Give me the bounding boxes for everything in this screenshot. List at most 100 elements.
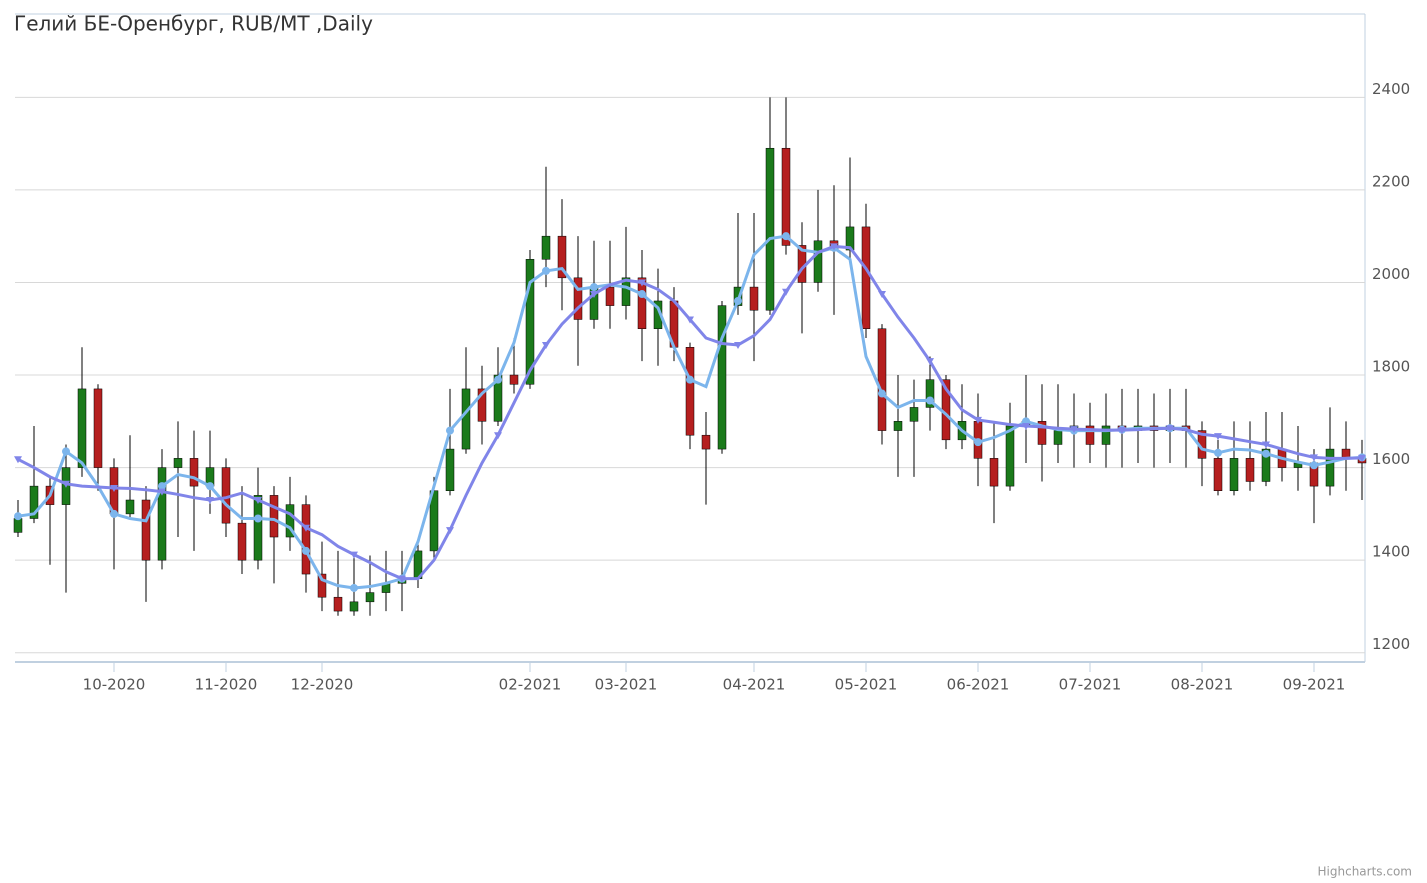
line-marker xyxy=(1262,449,1270,458)
line-marker xyxy=(1214,448,1222,457)
line-marker xyxy=(926,396,934,405)
candle-body xyxy=(1261,448,1271,482)
candle-body xyxy=(637,277,647,329)
line-marker xyxy=(830,243,838,251)
line-marker xyxy=(542,266,550,275)
line-marker xyxy=(62,447,70,456)
x-tick-label: 12-2020 xyxy=(291,676,354,694)
chart-title: Гелий БЕ-Оренбург, RUB/MT ,Daily xyxy=(14,12,373,36)
line-marker xyxy=(734,341,742,349)
x-tick-label: 05-2021 xyxy=(835,676,898,694)
candle-body xyxy=(925,379,935,408)
candle-body xyxy=(189,458,199,487)
candle-body xyxy=(493,374,503,422)
candle-body xyxy=(893,421,903,431)
candle-body xyxy=(125,499,135,515)
candle-body xyxy=(285,504,295,538)
y-tick-label: 2000 xyxy=(1372,265,1410,283)
line-marker xyxy=(1022,422,1030,430)
line-marker xyxy=(158,488,166,496)
line-marker xyxy=(878,389,886,398)
candle-body xyxy=(365,592,375,603)
candle-body xyxy=(525,259,535,385)
x-tick-label: 11-2020 xyxy=(195,676,258,694)
line-marker xyxy=(926,358,934,366)
line-marker xyxy=(254,514,262,523)
candle-body xyxy=(605,286,615,306)
line-marker xyxy=(398,575,406,583)
candle-body xyxy=(1245,458,1255,482)
candle-body xyxy=(1005,425,1015,487)
candle-body xyxy=(781,147,791,246)
candle-body xyxy=(1037,421,1047,445)
candle-body xyxy=(685,347,695,436)
line-marker xyxy=(638,290,646,299)
line-marker xyxy=(62,480,70,488)
candle-body xyxy=(861,226,871,329)
x-tick-label: 08-2021 xyxy=(1171,676,1234,694)
candle-body xyxy=(1229,458,1239,491)
line-marker xyxy=(1214,433,1222,441)
line-marker xyxy=(782,288,790,296)
line-marker xyxy=(110,484,118,492)
candle-body xyxy=(93,388,103,468)
candle-body xyxy=(157,467,167,561)
line-marker xyxy=(302,546,310,555)
line-marker xyxy=(446,527,454,535)
x-tick-label: 03-2021 xyxy=(595,676,658,694)
line-marker xyxy=(494,375,502,384)
y-tick-label: 1800 xyxy=(1372,358,1410,376)
line-marker xyxy=(446,426,454,435)
line-marker xyxy=(1262,441,1270,449)
line-marker xyxy=(1166,425,1174,433)
x-tick-label: 07-2021 xyxy=(1059,676,1122,694)
line-marker xyxy=(1358,454,1366,462)
candle-body xyxy=(1053,430,1063,445)
line-marker xyxy=(974,438,982,447)
x-tick-label: 04-2021 xyxy=(723,676,786,694)
y-tick-label: 1400 xyxy=(1372,543,1410,561)
candle-body xyxy=(909,407,919,422)
line-marker xyxy=(878,291,886,299)
line-marker xyxy=(734,296,742,305)
line-marker xyxy=(542,341,550,349)
candle-body xyxy=(301,504,311,575)
line-marker xyxy=(782,232,790,241)
candle-body xyxy=(237,522,247,561)
credit[interactable]: Highcharts.com xyxy=(1318,865,1412,879)
x-tick-label: 10-2020 xyxy=(83,676,146,694)
candle-body xyxy=(509,374,519,385)
candle-body xyxy=(701,434,711,450)
line-marker xyxy=(974,416,982,424)
candle-body xyxy=(749,286,759,311)
y-tick-label: 2200 xyxy=(1372,172,1410,190)
y-tick-label: 1600 xyxy=(1372,450,1410,468)
candle-body xyxy=(29,485,39,519)
candle-body xyxy=(333,596,343,612)
candle-body xyxy=(813,240,823,283)
candle-body xyxy=(877,328,887,431)
candle-body xyxy=(621,277,631,306)
candle-body xyxy=(1213,458,1223,491)
candle-body xyxy=(1325,448,1335,487)
line-marker xyxy=(686,316,694,324)
candle-body xyxy=(445,448,455,491)
line-marker xyxy=(350,551,358,559)
y-tick-label: 1200 xyxy=(1372,635,1410,653)
line-marker xyxy=(590,291,598,299)
candle-body xyxy=(733,286,743,306)
line-marker xyxy=(158,482,166,491)
line-marker xyxy=(1310,461,1318,470)
line-marker xyxy=(590,283,598,292)
candle-body xyxy=(349,601,359,612)
candle-body xyxy=(573,277,583,320)
candle-body xyxy=(13,518,23,533)
line-marker xyxy=(206,497,214,504)
line-marker xyxy=(686,375,694,384)
line-marker xyxy=(110,509,118,518)
line-marker xyxy=(638,279,646,287)
line-marker xyxy=(254,497,262,504)
line-marker xyxy=(350,583,358,592)
